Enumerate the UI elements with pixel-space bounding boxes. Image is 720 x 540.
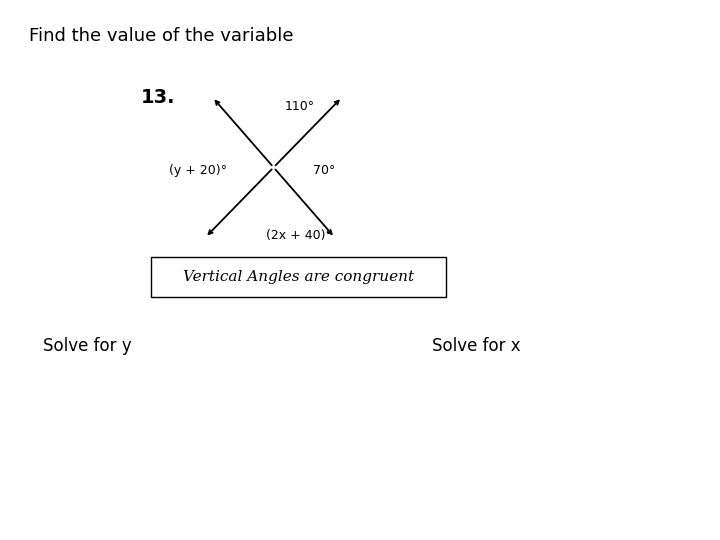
- FancyBboxPatch shape: [151, 256, 446, 297]
- Text: Solve for y: Solve for y: [43, 336, 132, 355]
- Text: Solve for x: Solve for x: [432, 336, 521, 355]
- Text: (y + 20)°: (y + 20)°: [169, 164, 228, 177]
- Text: Vertical Angles are congruent: Vertical Angles are congruent: [183, 270, 415, 284]
- Text: 13.: 13.: [140, 87, 175, 107]
- Text: 70°: 70°: [313, 164, 336, 177]
- Text: Find the value of the variable: Find the value of the variable: [29, 27, 293, 45]
- Text: 110°: 110°: [284, 100, 315, 113]
- Text: (2x + 40)°: (2x + 40)°: [266, 230, 332, 242]
